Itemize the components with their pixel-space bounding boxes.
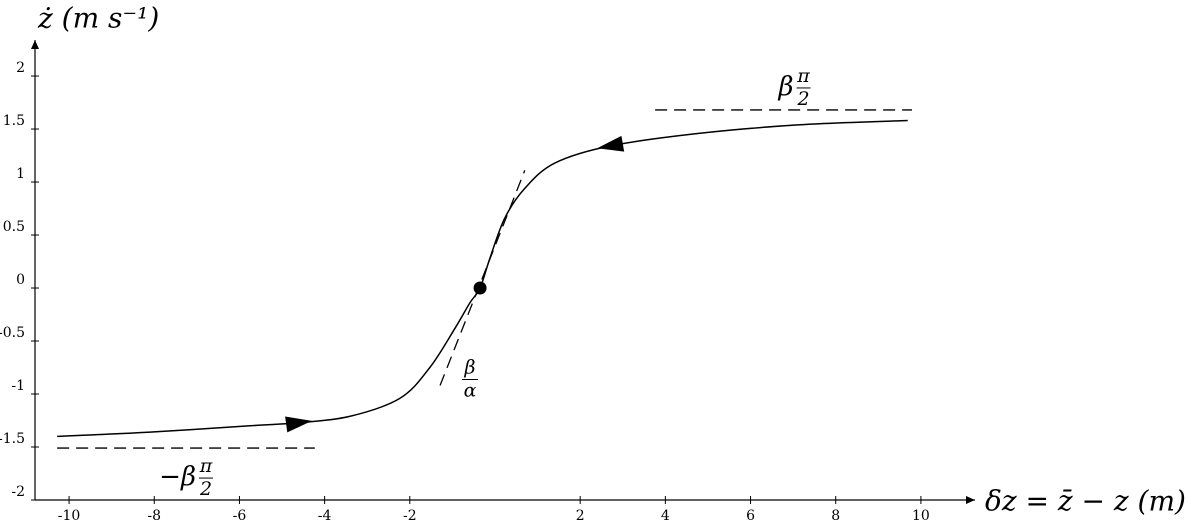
- slope-den: α: [464, 380, 477, 402]
- asymptote-label: β: [778, 72, 794, 102]
- y-axis-arrow: [31, 40, 39, 49]
- y-tick-label: 1: [16, 166, 25, 182]
- tangent: [439, 170, 526, 386]
- direction-arrow: [285, 416, 312, 433]
- slope-num: β: [464, 357, 476, 379]
- direction-arrow: [597, 135, 625, 152]
- y-tick-label: -2: [11, 484, 25, 500]
- y-tick-label: -1.5: [0, 431, 25, 447]
- frac-den: 2: [797, 88, 810, 110]
- x-tick-label: 2: [576, 508, 585, 523]
- x-tick-label: -6: [233, 508, 247, 523]
- y-tick-label: 0: [16, 272, 25, 288]
- y-tick-label: 2: [16, 60, 25, 76]
- y-tick-label: 1.5: [3, 113, 25, 129]
- x-tick-label: -2: [403, 508, 417, 523]
- x-tick-label: -10: [58, 508, 81, 523]
- equilibrium-point: [473, 281, 487, 295]
- frac-num: π: [199, 455, 213, 477]
- x-tick-label: 6: [746, 508, 755, 523]
- y-axis-title: ż (m s⁻¹): [37, 2, 159, 35]
- x-tick-label: -8: [147, 508, 161, 523]
- y-tick-label: -1: [11, 378, 25, 394]
- x-axis-arrow: [966, 496, 975, 504]
- x-axis-title: δz = z̄ − z (m): [985, 485, 1186, 518]
- y-tick-label: -0.5: [0, 325, 25, 341]
- x-tick-label: -4: [318, 508, 332, 523]
- x-tick-label: 10: [912, 508, 930, 523]
- y-tick-label: 0.5: [3, 219, 25, 235]
- x-tick-label: 8: [831, 508, 840, 523]
- frac-den: 2: [199, 478, 212, 500]
- asymptote-label: −β: [159, 462, 196, 492]
- frac-num: π: [796, 65, 810, 87]
- x-tick-label: 4: [661, 508, 670, 523]
